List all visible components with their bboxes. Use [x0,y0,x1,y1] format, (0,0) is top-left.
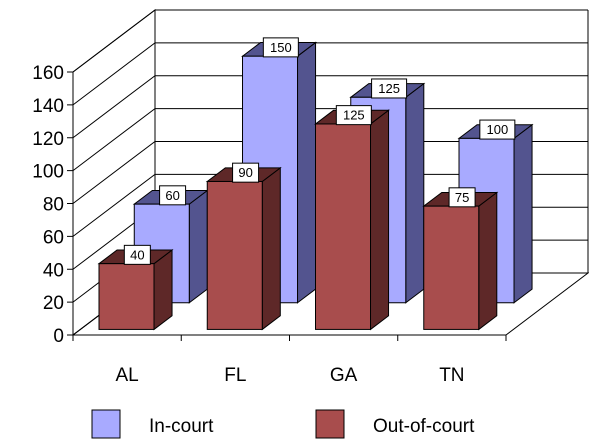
data-label-text: 75 [455,190,469,205]
y-tick-label: 0 [53,326,64,347]
data-label-text: 125 [378,81,400,96]
legend-swatch [315,409,345,439]
y-tick-label: 20 [43,293,64,314]
y-tick-label: 60 [43,227,64,248]
data-label-text: 90 [238,165,252,180]
data-label: 125 [335,105,372,126]
data-label-box [159,185,187,206]
data-label-box [123,244,151,265]
legend-label: Out-of-court [373,416,475,437]
x-tick-label: AL [116,365,139,386]
y-tick-label: 100 [32,162,64,183]
y-tick-label: 40 [43,260,64,281]
data-label-text: 100 [486,122,508,137]
data-label-text: 125 [343,108,365,123]
legend-item: In-court [91,409,214,439]
gridline [72,141,588,204]
y-tick-label: 120 [32,129,64,150]
bar-front [315,123,372,330]
x-tick-label: FL [224,365,246,386]
bar-front [206,180,263,330]
data-label-box [371,78,408,99]
data-label: 90 [232,162,260,183]
bar-side [261,166,281,331]
data-label-text: 150 [270,40,292,55]
x-tick-label: TN [439,365,464,386]
y-tick-label: 140 [32,96,64,117]
bar-side [370,109,390,331]
gridline [72,42,588,106]
bar-out-of-court-tn [422,191,499,331]
data-label: 100 [479,119,516,140]
x-tick-label: GA [330,365,358,386]
data-label-box [232,162,260,183]
gridline [72,173,588,237]
x-axis-tick-labels: AL FL GA TN [72,335,507,386]
data-label: 75 [448,187,476,208]
bar-out-of-court-al [97,249,174,331]
gridline [72,9,588,73]
data-label-box [479,119,516,140]
data-labels: 60 150 125 100 40 90 125 75 [123,37,516,265]
bar-out-of-court-fl [205,166,282,331]
bar-side [188,189,208,304]
data-label: 60 [159,185,187,206]
legend-swatch [91,409,121,439]
legend-item: Out-of-court [315,409,475,439]
bar-front [98,263,155,330]
data-label-box [335,105,372,126]
legend-label: In-court [149,416,214,437]
data-label-box [448,187,476,208]
bar-side [478,191,498,331]
data-label-text: 40 [130,247,144,262]
gridline [72,75,588,139]
y-axis-tick-labels: 0 20 40 60 80 100 120 140 160 [32,63,64,347]
bar-front [423,205,480,330]
legend: In-court Out-of-court [91,409,475,439]
data-label-text: 60 [165,188,179,203]
bar-side [405,82,425,304]
y-tick-label: 160 [32,63,64,84]
data-label-box [262,37,299,58]
y-tick-label: 80 [43,195,64,216]
data-label: 150 [262,37,299,58]
data-label: 40 [123,244,151,265]
bars [97,41,534,331]
bar-out-of-court-ga [314,109,391,331]
data-label: 125 [371,78,408,99]
bar-side [513,123,533,304]
bar-side [297,41,317,304]
gridline [72,108,588,172]
